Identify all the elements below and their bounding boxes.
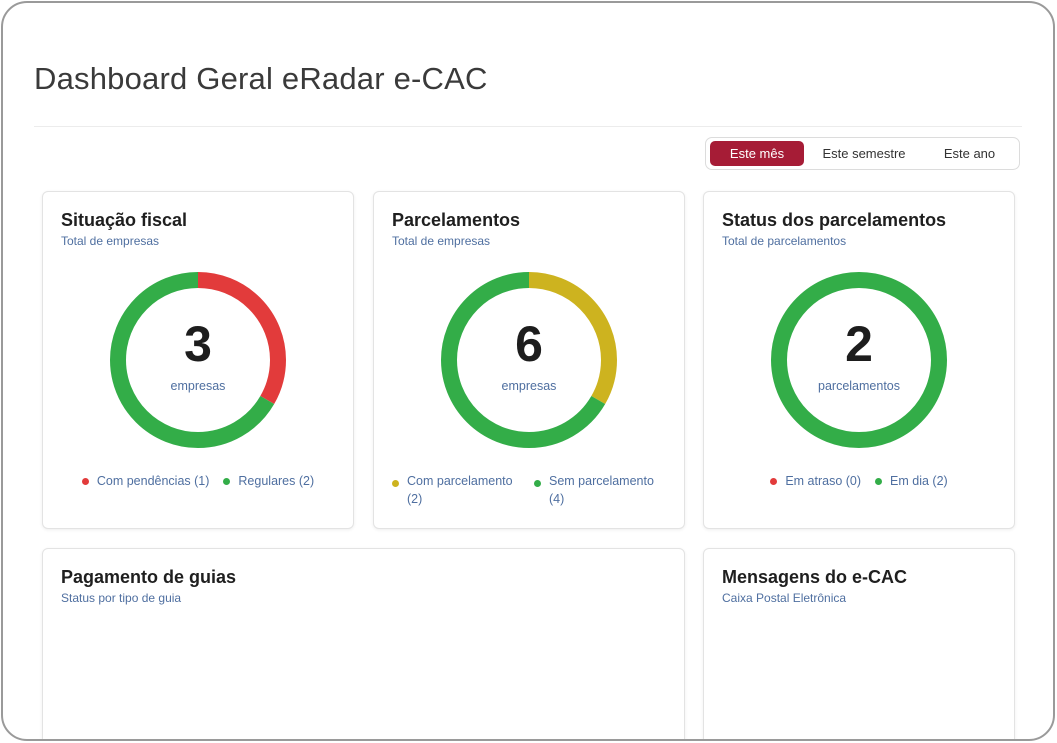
period-this-year-button[interactable]: Este ano — [943, 146, 996, 161]
card-subtitle: Total de empresas — [61, 234, 160, 248]
donut-segment-1[interactable] — [441, 272, 617, 448]
legend-item-regulares[interactable]: Regulares (2) — [223, 474, 314, 488]
legend-label: Com parcelamento (2) — [407, 474, 513, 506]
legend-dot-green — [534, 480, 541, 487]
total-value: 2 — [845, 316, 873, 372]
card-subtitle: Total de parcelamentos — [722, 234, 847, 248]
chart-legend: Com parcelamento (2) Sem parcelamento (4… — [374, 472, 684, 508]
card-subtitle: Status por tipo de guia — [61, 591, 182, 605]
chart-legend: Em atraso (0) Em dia (2) — [704, 474, 1014, 488]
card-title: Status dos parcelamentos — [722, 210, 947, 230]
period-this-month-button[interactable]: Este mês — [710, 141, 804, 166]
legend-dot-green — [875, 477, 883, 485]
chart-legend: Com pendências (1) Regulares (2) — [43, 474, 353, 488]
header-divider — [34, 126, 1022, 127]
legend-dot-red — [770, 477, 778, 485]
period-this-semester-button[interactable]: Este semestre — [822, 146, 906, 161]
donut-center: 6 empresas — [441, 272, 617, 448]
donut-center: 2 parcelamentos — [771, 272, 947, 448]
legend-item-sem-parcelamento[interactable]: Sem parcelamento (4) — [534, 472, 656, 508]
legend-item-em-atraso[interactable]: Em atraso (0) — [770, 474, 861, 488]
situacao-fiscal-card: Situação fiscal Total de empresas 3 empr… — [42, 191, 354, 529]
legend-item-com-parcelamento[interactable]: Com parcelamento (2) — [392, 472, 514, 508]
period-filter: Este mês Este semestre Este ano — [705, 137, 1020, 170]
total-unit: empresas — [170, 379, 226, 393]
card-title: Mensagens do e-CAC — [722, 567, 908, 587]
legend-item-com-pendencias[interactable]: Com pendências (1) — [81, 474, 210, 488]
legend-label: Em dia (2) — [890, 474, 948, 488]
card-subtitle: Caixa Postal Eletrônica — [722, 591, 847, 605]
legend-dot-green — [223, 477, 231, 485]
pagamento-guias-card: Pagamento de guias Status por tipo de gu… — [42, 548, 685, 739]
legend-label: Sem parcelamento (4) — [549, 474, 654, 506]
total-value: 6 — [515, 316, 543, 372]
card-title: Parcelamentos — [392, 210, 521, 230]
card-title: Situação fiscal — [61, 210, 188, 230]
total-unit: parcelamentos — [818, 379, 900, 393]
parcelamentos-card: Parcelamentos Total de empresas 6 empres… — [373, 191, 685, 529]
total-unit: empresas — [501, 379, 557, 393]
status-parcelamentos-donut[interactable] — [771, 272, 947, 448]
legend-dot-yellow — [392, 480, 399, 487]
page-title: Dashboard Geral eRadar e-CAC — [34, 61, 488, 96]
legend-item-em-dia[interactable]: Em dia (2) — [875, 474, 948, 488]
legend-label: Com pendências (1) — [96, 474, 210, 488]
donut-segment-1[interactable] — [110, 272, 286, 448]
legend-label: Regulares (2) — [238, 474, 315, 488]
legend-label: Em atraso (0) — [785, 474, 862, 488]
card-subtitle: Total de empresas — [392, 234, 491, 248]
donut-center: 3 empresas — [110, 272, 286, 448]
legend-dot-red — [81, 477, 89, 485]
situacao-fiscal-donut[interactable] — [110, 272, 286, 448]
status-parcelamentos-card: Status dos parcelamentos Total de parcel… — [703, 191, 1015, 529]
mensagens-ecac-card: Mensagens do e-CAC Caixa Postal Eletrôni… — [703, 548, 1015, 739]
donut-segment-1[interactable] — [771, 272, 947, 448]
card-title: Pagamento de guias — [61, 567, 237, 587]
total-value: 3 — [184, 316, 212, 372]
parcelamentos-donut[interactable] — [441, 272, 617, 448]
